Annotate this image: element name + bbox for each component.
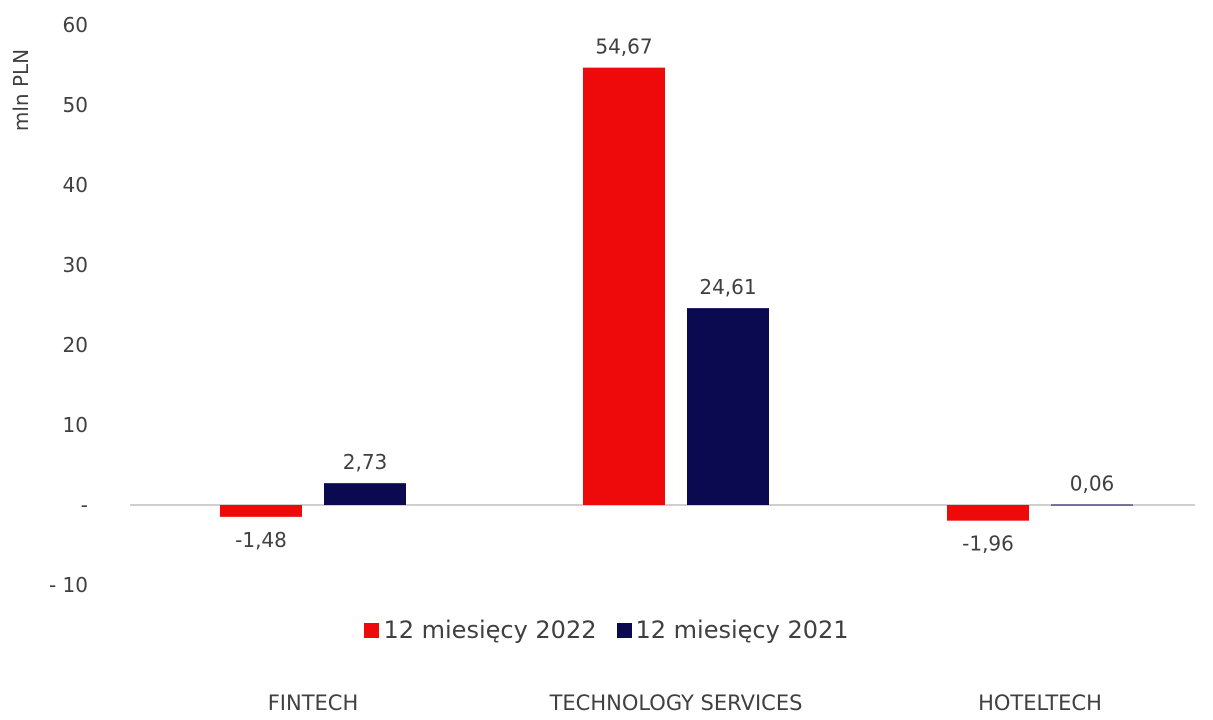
data-label: 0,06 [1070, 472, 1115, 496]
bar-0-2 [947, 505, 1029, 521]
data-label: -1,96 [962, 532, 1014, 556]
legend-swatch [364, 622, 380, 638]
category-labels: FINTECH TECHNOLOGY SERVICES HOTELTECH [268, 691, 1102, 715]
y-tick-label: 40 [63, 173, 88, 197]
category-label: TECHNOLOGY SERVICES [549, 691, 803, 715]
data-label: 24,61 [699, 275, 756, 299]
bar-0-0 [220, 505, 302, 517]
legend-item: 12 miesięcy 2021 [616, 616, 849, 644]
y-axis-label: mln PLN [9, 49, 33, 131]
legend-item: 12 miesięcy 2022 [364, 616, 597, 644]
category-label: FINTECH [268, 691, 359, 715]
y-tick-label: - [81, 493, 88, 517]
bar-1-0 [324, 483, 406, 505]
legend-label: 12 miesięcy 2022 [383, 616, 597, 644]
category-label: HOTELTECH [978, 691, 1102, 715]
legend: 12 miesięcy 2022 12 miesięcy 2021 [0, 616, 1213, 644]
data-labels: -1,48 54,67 -1,96 2,73 24,61 0,06 [235, 35, 1114, 556]
bar-1-2 [1051, 504, 1133, 506]
y-tick-label: 20 [63, 333, 88, 357]
legend-label: 12 miesięcy 2021 [635, 616, 849, 644]
bars [220, 67, 1133, 521]
y-axis-ticks: 60 50 40 30 20 10 - - 10 [49, 13, 88, 597]
y-tick-label: 60 [63, 13, 88, 37]
y-tick-label: - 10 [49, 573, 88, 597]
y-tick-label: 50 [63, 93, 88, 117]
y-tick-label: 10 [63, 413, 88, 437]
data-label: 54,67 [595, 35, 652, 59]
legend-swatch [616, 622, 632, 638]
data-label: -1,48 [235, 528, 287, 552]
y-tick-label: 30 [63, 253, 88, 277]
bar-1-1 [687, 308, 769, 505]
bar-0-1 [583, 67, 665, 505]
data-label: 2,73 [343, 450, 388, 474]
